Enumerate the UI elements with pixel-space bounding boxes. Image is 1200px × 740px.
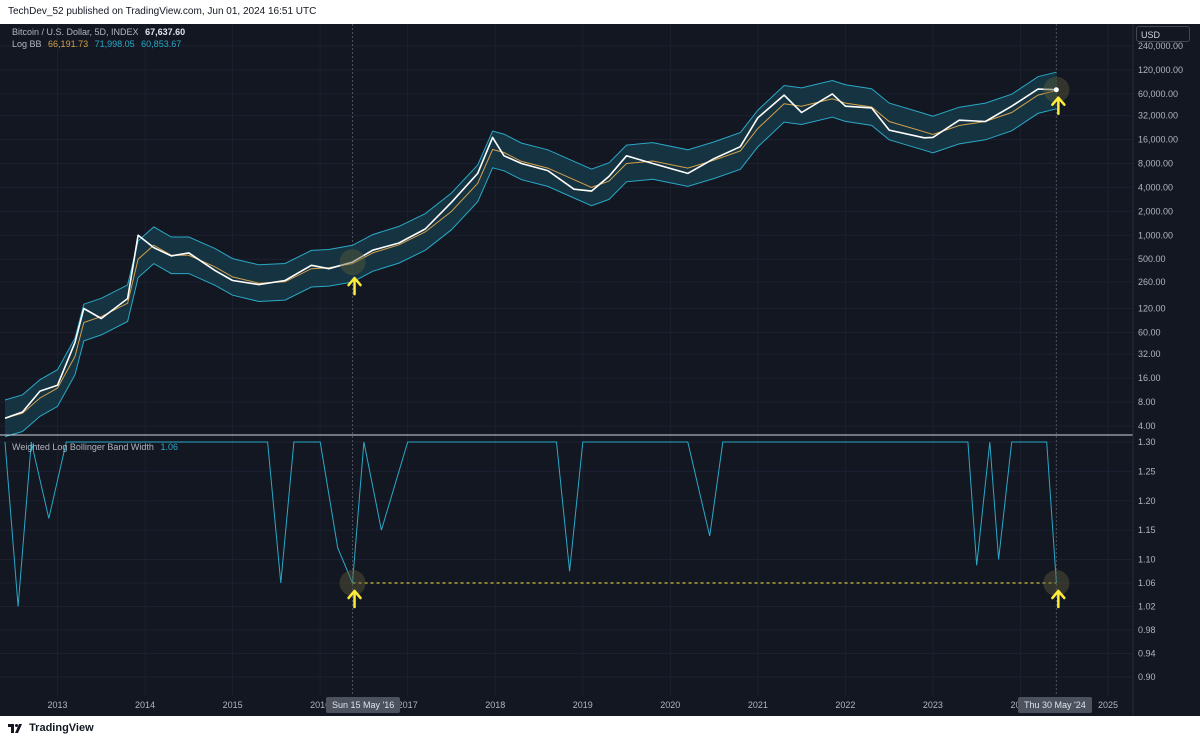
- price-axis: 240,000.00 120,000.00 60,000.00 32,000.00 16…: [1138, 41, 1183, 431]
- width-tick-label: 1.06: [1138, 578, 1156, 588]
- publisher-text: TechDev_52 published on TradingView.com,…: [8, 6, 317, 17]
- price-tick-label: 8.00: [1138, 397, 1156, 407]
- width-tick-label: 1.10: [1138, 555, 1156, 565]
- arrow-head: [1051, 589, 1066, 600]
- highlight-circle: [339, 249, 366, 276]
- up-arrow-icon: [1051, 589, 1066, 609]
- publisher-bar: TechDev_52 published on TradingView.com,…: [0, 0, 1200, 24]
- price-tick-label: 4,000.00: [1138, 182, 1173, 192]
- price-bollinger-bands: [4, 71, 1057, 438]
- up-arrow-icon: [347, 276, 362, 296]
- upper-band-line: [4, 71, 1057, 401]
- time-tick-label: 2017: [398, 700, 418, 710]
- width-legend[interactable]: Weighted Log Bollinger Band Width 1.06: [12, 442, 182, 452]
- up-arrow-icon: [347, 589, 362, 609]
- arrow-head: [347, 276, 362, 287]
- footer-bar: TradingView: [0, 716, 1200, 740]
- time-tick-label: 2020: [660, 700, 680, 710]
- width-value: 1.06: [160, 442, 178, 452]
- time-tick-label: 2025: [1098, 700, 1118, 710]
- basis-value: 66,191.73: [48, 39, 89, 49]
- time-tick-label: 2018: [485, 700, 505, 710]
- price-tick-label: 16,000.00: [1138, 135, 1178, 145]
- footer-brand: TradingView: [29, 722, 94, 734]
- price-tick-label: 240,000.00: [1138, 41, 1183, 51]
- cursor-date-left-text: Sun 15 May '16: [332, 700, 395, 710]
- arrow-head: [347, 589, 362, 600]
- width-title: Weighted Log Bollinger Band Width: [12, 442, 154, 452]
- width-tick-label: 0.98: [1138, 625, 1156, 635]
- highlight-circle: [339, 570, 366, 596]
- indicator-legend[interactable]: Log BB 66,191.73 71,998.05 60,853.67: [12, 39, 185, 49]
- price-tick-label: 8,000.00: [1138, 158, 1173, 168]
- price-tick-label: 2,000.00: [1138, 206, 1173, 216]
- highlight-circle: [1043, 570, 1070, 596]
- width-axis: 1.30 1.25 1.20 1.15 1.10 1.06 1.02 0.98 0.94 0.90: [1138, 437, 1156, 682]
- width-line: [4, 441, 1057, 607]
- tradingview-logo-icon: [8, 723, 22, 733]
- last-price-dot: [1053, 87, 1059, 93]
- arrow-head: [1051, 96, 1066, 106]
- currency-label: USD: [1141, 30, 1161, 40]
- time-tick-label: 2016: [310, 700, 330, 710]
- width-tick-label: 1.20: [1138, 496, 1156, 506]
- time-tick-label: 2014: [135, 700, 155, 710]
- upper-value: 71,998.05: [94, 39, 135, 49]
- last-price: 67,637.60: [145, 27, 186, 37]
- width-tick-label: 0.94: [1138, 649, 1156, 659]
- indicator-name: Log BB: [12, 39, 42, 49]
- symbol-name: Bitcoin / U.S. Dollar, 5D, INDEX: [12, 27, 139, 37]
- cursor-date-right: Thu 30 May '24: [1018, 697, 1092, 713]
- price-tick-label: 500.00: [1138, 254, 1166, 264]
- cursor-date-right-text: Thu 30 May '24: [1024, 700, 1086, 710]
- band-fill: [5, 72, 1057, 437]
- price-tick-label: 60.00: [1138, 327, 1161, 337]
- time-tick-label: 2013: [48, 700, 68, 710]
- time-tick-label: 2019: [573, 700, 593, 710]
- price-line: [4, 88, 1057, 420]
- cursor-date-left: Sun 15 May '16: [326, 697, 401, 713]
- price-tick-label: 260.00: [1138, 277, 1166, 287]
- width-tick-label: 1.15: [1138, 525, 1156, 535]
- price-annotations: [339, 76, 1070, 296]
- time-axis: 2013 2014 2015 2016 2017 2018 2019 2020 2021 2022…: [48, 700, 1118, 710]
- time-tick-label: 2023: [923, 700, 943, 710]
- price-tick-label: 16.00: [1138, 373, 1161, 383]
- basis-line: [4, 90, 1057, 419]
- time-tick-label: 2022: [835, 700, 855, 710]
- up-arrow-icon: [1051, 96, 1066, 115]
- lower-band-line: [4, 108, 1057, 438]
- price-lines: [4, 88, 1057, 420]
- price-tick-label: 120.00: [1138, 304, 1166, 314]
- width-annotations: [339, 570, 1070, 609]
- price-tick-label: 60,000.00: [1138, 89, 1178, 99]
- price-legend[interactable]: Bitcoin / U.S. Dollar, 5D, INDEX 67,637.…: [12, 27, 189, 37]
- width-lines: [4, 441, 1057, 607]
- time-tick-label: 2015: [223, 700, 243, 710]
- chart-canvas[interactable]: 240,000.00 120,000.00 60,000.00 32,000.00 16…: [0, 24, 1200, 716]
- width-tick-label: 1.25: [1138, 466, 1156, 476]
- grid: [0, 24, 1133, 696]
- width-tick-label: 1.02: [1138, 602, 1156, 612]
- width-tick-label: 1.30: [1138, 437, 1156, 447]
- price-tick-label: 32.00: [1138, 349, 1161, 359]
- currency-button[interactable]: USD: [1136, 26, 1190, 42]
- time-tick-label: 2021: [748, 700, 768, 710]
- lower-value: 60,853.67: [141, 39, 182, 49]
- width-tick-label: 0.90: [1138, 672, 1156, 682]
- price-tick-label: 120,000.00: [1138, 65, 1183, 75]
- price-tick-label: 1,000.00: [1138, 230, 1173, 240]
- price-tick-label: 32,000.00: [1138, 111, 1178, 121]
- price-tick-label: 4.00: [1138, 421, 1156, 431]
